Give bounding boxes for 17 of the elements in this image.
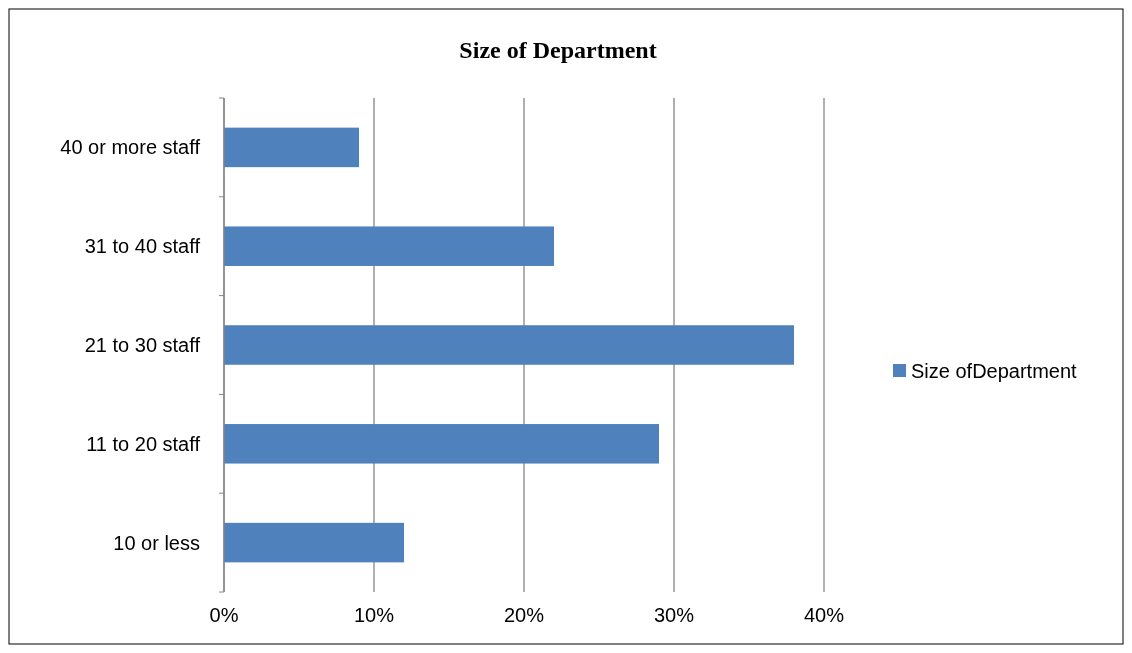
x-tick-label: 10% <box>353 604 395 626</box>
bar <box>224 226 554 266</box>
y-tick-label: 21 to 30 staff <box>84 334 201 356</box>
bar <box>224 522 404 563</box>
x-tick-label: 20% <box>503 604 545 626</box>
chart-title: Size of Department <box>459 37 657 63</box>
y-tick-label: 31 to 40 staff <box>84 235 201 258</box>
y-tick-label: 10 or less <box>113 531 200 554</box>
x-tick-label: 40% <box>803 604 845 626</box>
x-tick-label: 0% <box>209 604 239 626</box>
bar <box>224 127 359 168</box>
legend-label: Size ofDepartment <box>911 359 1078 382</box>
bar <box>224 424 659 464</box>
bar <box>224 325 794 365</box>
y-tick-label: 11 to 20 staff <box>86 432 201 455</box>
x-tick-label: 30% <box>653 604 695 626</box>
y-tick-label: 40 or more staff <box>60 136 201 159</box>
